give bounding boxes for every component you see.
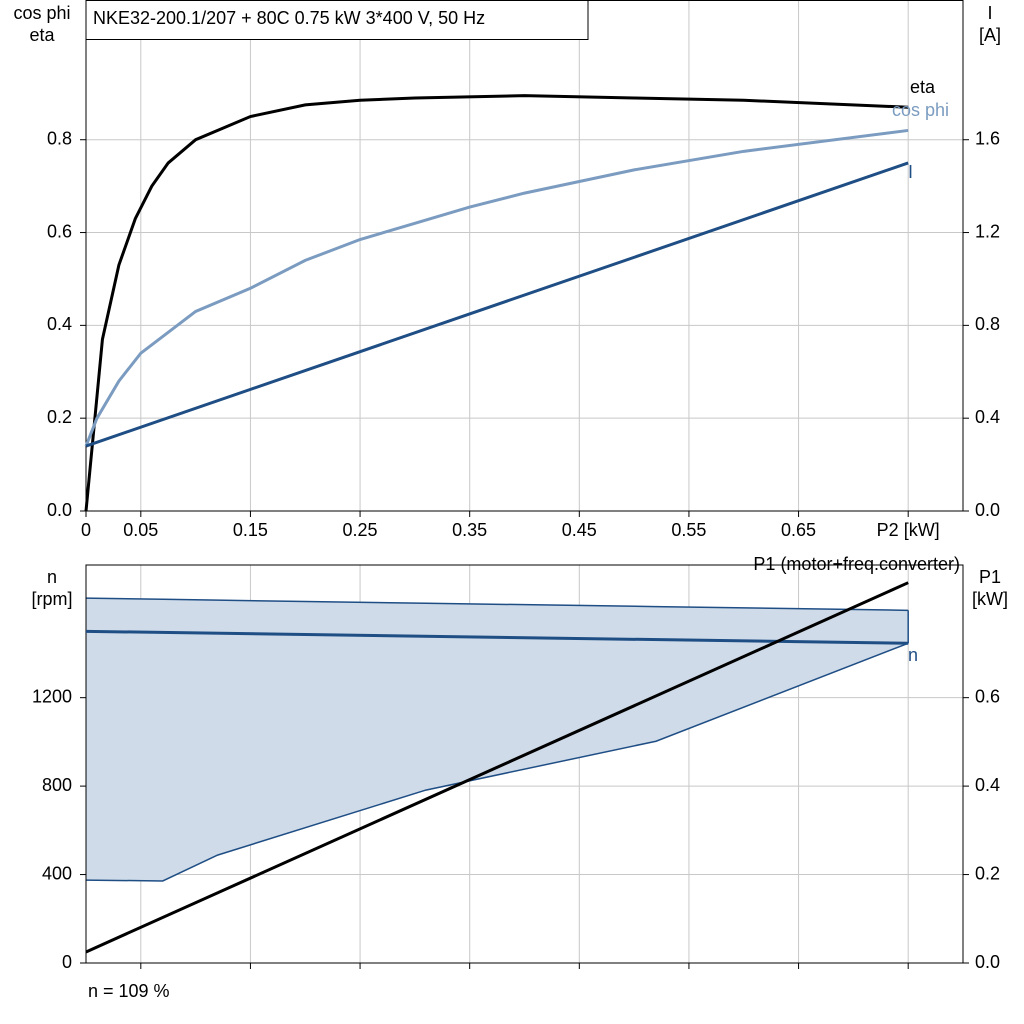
x-tick-label: 0.45 [562,520,597,540]
plot-frame [85,564,964,964]
series-label: P1 (motor+freq.converter) [753,554,960,574]
y2-tick-label: 0.6 [975,686,1000,706]
x-tick-label: 0 [81,520,91,540]
series-line [84,94,909,512]
y-tick-label: 0.4 [47,314,72,334]
y-tick-label: 0 [62,952,72,972]
x-tick-label: 0.25 [343,520,378,540]
y-axis-label: n [47,567,57,587]
y2-tick-label: 0.0 [975,952,1000,972]
y2-tick-label: 0.0 [975,500,1000,520]
range-upper-edge [85,597,909,612]
y2-axis-label: [kW] [972,589,1008,609]
y-tick-label: 1200 [32,686,72,706]
series-label: eta [910,77,936,97]
y2-tick-label: 0.2 [975,863,1000,883]
y-tick-label: 0.0 [47,500,72,520]
y-tick-label: 0.2 [47,407,72,427]
y-axis-label: [rpm] [31,589,72,609]
y-tick-label: 400 [42,863,72,883]
series-line [85,581,909,954]
plot-frame [85,0,964,512]
y-tick-label: 800 [42,775,72,795]
y2-tick-label: 1.6 [975,128,1000,148]
series-label: n [908,645,918,665]
footer-note: n = 109 % [88,981,170,1001]
series-line [85,161,909,448]
series-label: I [908,162,913,182]
series-label: cos phi [892,100,949,120]
x-tick-label: 0.05 [123,520,158,540]
y-axis-label: eta [29,25,55,45]
title-box [85,0,589,40]
x-tick-label: 0.35 [452,520,487,540]
x-tick-label: 0.15 [233,520,268,540]
x-tick-label: 0.55 [671,520,706,540]
x-tick-label: 0.65 [781,520,816,540]
y2-axis-label: [A] [979,25,1001,45]
y-tick-label: 0.8 [47,128,72,148]
y2-axis-label: P1 [979,567,1001,587]
y2-tick-label: 1.2 [975,221,1000,241]
chart-title: NKE32-200.1/207 + 80C 0.75 kW 3*400 V, 5… [93,8,485,28]
x-tick-label: P2 [kW] [877,520,940,540]
y-axis-label: cos phi [13,3,70,23]
y-tick-label: 0.6 [47,221,72,241]
y2-tick-label: 0.4 [975,407,1000,427]
operating-range-area [86,598,909,881]
range-lower-edge [85,642,909,882]
y2-tick-label: 0.4 [975,775,1000,795]
series-line [84,128,909,447]
series-line [85,629,909,645]
y2-axis-label: I [987,3,992,23]
y2-tick-label: 0.8 [975,314,1000,334]
